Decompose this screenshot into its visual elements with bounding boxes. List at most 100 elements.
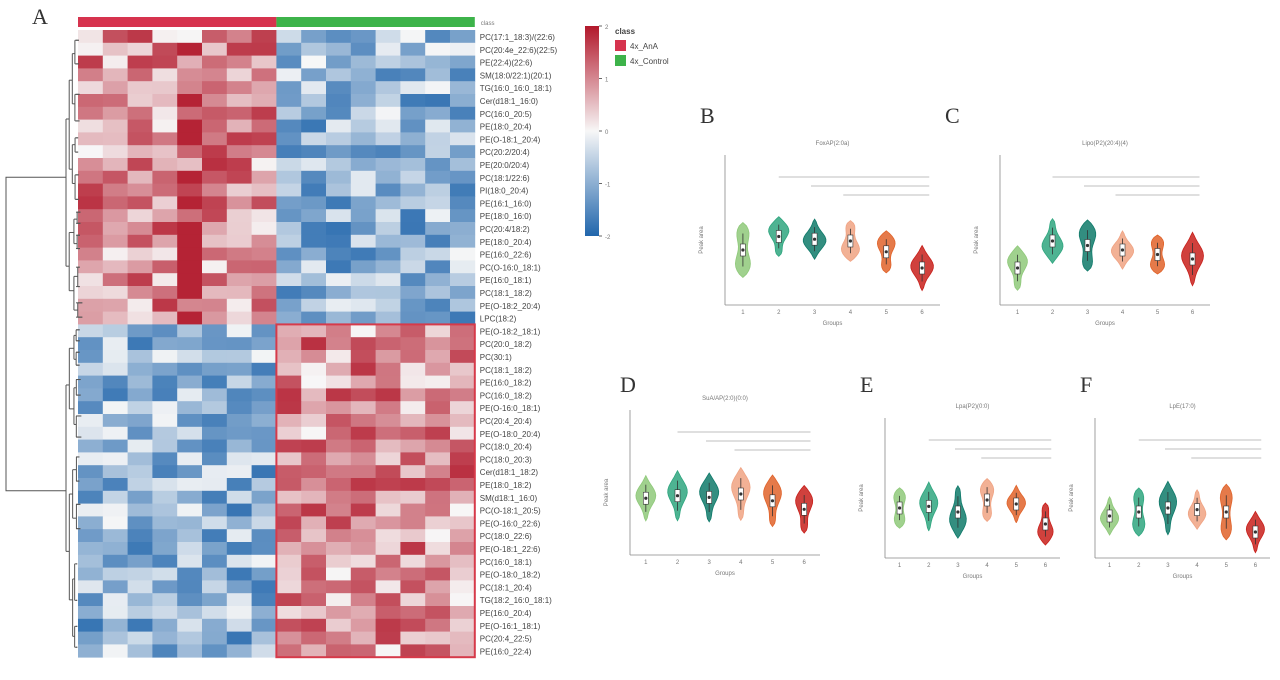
- heatmap-cell: [202, 567, 228, 581]
- heatmap-cell: [202, 234, 228, 248]
- heatmap-cell: [226, 132, 252, 146]
- heatmap-cell: [127, 350, 153, 364]
- heatmap-cell: [127, 260, 153, 274]
- heatmap-cell: [177, 68, 203, 82]
- heatmap-cell: [450, 618, 476, 632]
- heatmap-cell: [127, 324, 153, 338]
- x-tick-label: 3: [813, 310, 817, 316]
- heatmap-cell: [400, 606, 426, 620]
- heatmap-cell: [152, 30, 178, 44]
- heatmap-cell: [78, 478, 104, 492]
- heatmap-cell: [127, 132, 153, 146]
- heatmap-cell: [350, 286, 376, 300]
- heatmap-cell: [102, 106, 128, 120]
- heatmap-cell: [375, 516, 401, 530]
- row-label: PE(16:1_16:0): [480, 199, 532, 208]
- heatmap-cell: [400, 426, 426, 440]
- heatmap-cell: [78, 119, 104, 133]
- legend-swatch: [615, 55, 626, 66]
- heatmap-cell: [350, 42, 376, 56]
- heatmap-cell: [400, 119, 426, 133]
- heatmap-cell: [425, 618, 451, 632]
- heatmap-cell: [177, 452, 203, 466]
- heatmap-cell: [350, 247, 376, 261]
- heatmap-cell: [152, 145, 178, 159]
- heatmap-cell: [177, 286, 203, 300]
- heatmap-cell: [226, 196, 252, 210]
- heatmap-cell: [202, 119, 228, 133]
- heatmap-cell: [400, 324, 426, 338]
- heatmap-cell: [226, 542, 252, 556]
- heatmap-cell: [102, 439, 128, 453]
- heatmap-cell: [450, 542, 476, 556]
- heatmap-cell: [350, 260, 376, 274]
- row-label: PC(20:4_20:4): [480, 417, 532, 426]
- violin-median: [1015, 266, 1020, 270]
- heatmap-cell: [127, 286, 153, 300]
- heatmap-cell: [425, 298, 451, 312]
- heatmap-cell: [326, 618, 352, 632]
- heatmap-cell: [78, 439, 104, 453]
- heatmap-cell: [152, 593, 178, 607]
- heatmap-cell: [127, 606, 153, 620]
- x-tick-label: 5: [1225, 563, 1229, 569]
- legend-title: class: [615, 27, 636, 36]
- heatmap-cell: [276, 209, 302, 223]
- heatmap-cell: [177, 388, 203, 402]
- heatmap-cell: [127, 529, 153, 543]
- heatmap-cell: [326, 606, 352, 620]
- heatmap-cell: [450, 580, 476, 594]
- heatmap-cell: [127, 375, 153, 389]
- heatmap-cell: [425, 42, 451, 56]
- heatmap-cell: [450, 375, 476, 389]
- heatmap-cell: [226, 478, 252, 492]
- heatmap-cell: [202, 222, 228, 236]
- heatmap-cell: [202, 375, 228, 389]
- heatmap-cell: [177, 337, 203, 351]
- row-label: PE(16:0_20:4): [480, 609, 532, 618]
- heatmap-cell: [400, 644, 426, 658]
- highlight-box: [275, 323, 476, 659]
- heatmap-cell: [400, 567, 426, 581]
- heatmap-cell: [400, 375, 426, 389]
- heatmap-cell: [177, 196, 203, 210]
- heatmap-cell: [152, 631, 178, 645]
- heatmap-cell: [326, 452, 352, 466]
- heatmap-cell: [152, 388, 178, 402]
- heatmap-cell: [276, 554, 302, 568]
- heatmap-cell: [127, 298, 153, 312]
- heatmap-cell: [177, 260, 203, 274]
- heatmap-cell: [78, 132, 104, 146]
- heatmap-cell: [375, 542, 401, 556]
- heatmap-cell: [127, 42, 153, 56]
- heatmap-cell: [177, 542, 203, 556]
- heatmap-cell: [276, 42, 302, 56]
- heatmap-cell: [425, 644, 451, 658]
- heatmap-cell: [102, 554, 128, 568]
- heatmap-cell: [202, 273, 228, 287]
- x-tick-label: 4: [985, 563, 989, 569]
- heatmap-cell: [202, 644, 228, 658]
- heatmap-cell: [127, 222, 153, 236]
- heatmap-cell: [375, 631, 401, 645]
- heatmap-cell: [251, 68, 277, 82]
- heatmap-cell: [400, 30, 426, 44]
- heatmap-cell: [226, 490, 252, 504]
- heatmap-cell: [177, 234, 203, 248]
- heatmap-cell: [152, 426, 178, 440]
- row-label: PC(20:4_22:5): [480, 635, 532, 644]
- heatmap-cell: [177, 247, 203, 261]
- heatmap-cell: [450, 158, 476, 172]
- heatmap-cell: [276, 375, 302, 389]
- heatmap-cell: [152, 260, 178, 274]
- x-tick-label: 6: [1191, 310, 1195, 316]
- heatmap-cell: [127, 362, 153, 376]
- heatmap-cell: [152, 311, 178, 325]
- row-label: PI(18:0_20:4): [480, 187, 529, 196]
- heatmap-cell: [152, 580, 178, 594]
- heatmap-cell: [375, 106, 401, 120]
- heatmap-cell: [202, 311, 228, 325]
- heatmap-cell: [177, 644, 203, 658]
- heatmap-cell: [102, 260, 128, 274]
- heatmap-cell: [350, 567, 376, 581]
